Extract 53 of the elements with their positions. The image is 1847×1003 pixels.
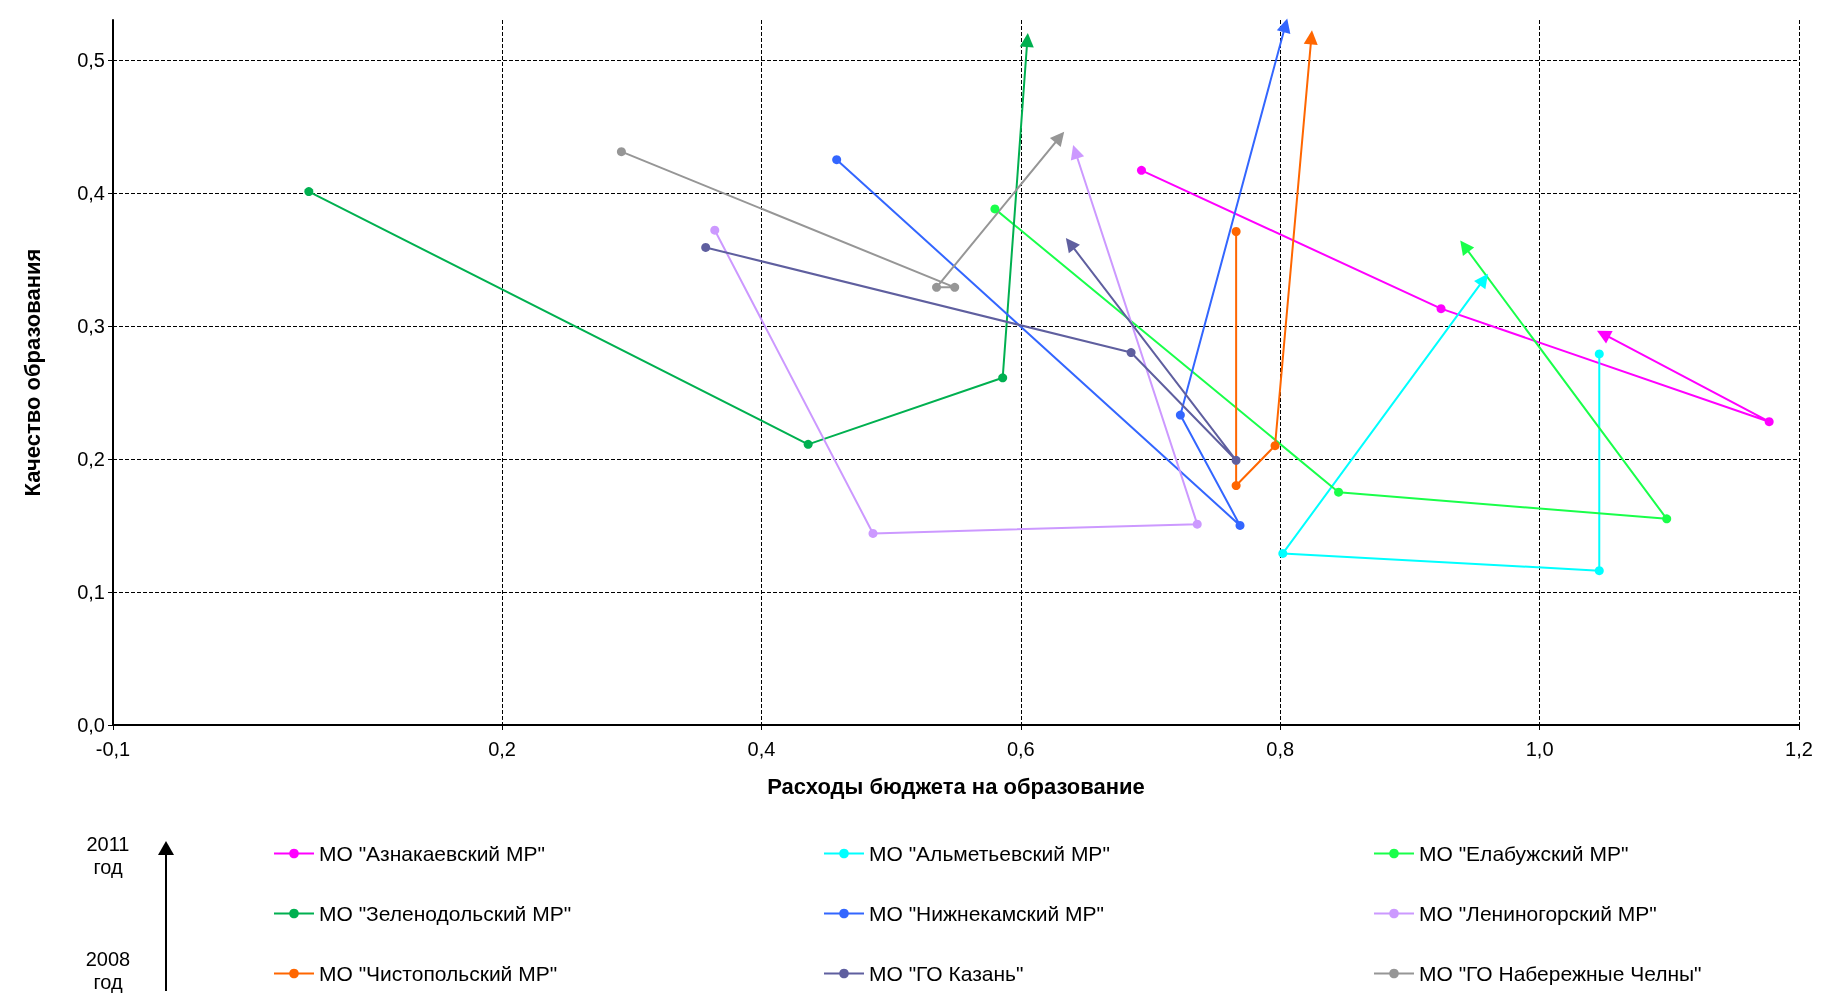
point — [1270, 441, 1280, 451]
point — [868, 528, 878, 538]
legend-label: МО "Зеленодольский МР" — [319, 902, 572, 925]
point — [1662, 514, 1672, 524]
text: 2008 год — [84, 948, 132, 994]
point — [1235, 520, 1245, 530]
y-tick-label: 0,4 — [77, 181, 105, 204]
legend-label: МО "Лениногорский МР" — [1419, 902, 1657, 925]
x-tick-label: 0,2 — [488, 738, 516, 760]
point — [932, 282, 942, 292]
x-tick-label: -0,1 — [95, 738, 131, 760]
y-tick-label: 0,2 — [77, 447, 105, 470]
point — [1175, 410, 1185, 420]
point — [1764, 417, 1774, 427]
point — [304, 187, 314, 197]
x-tick-label: 1,0 — [1525, 738, 1554, 760]
point — [998, 373, 1008, 383]
legend-label: МО "Азнакаевский МР" — [319, 842, 545, 865]
point — [832, 155, 842, 165]
x-tick-label: 0,6 — [1006, 738, 1035, 760]
point — [701, 242, 711, 252]
point — [1594, 349, 1604, 359]
point — [1436, 304, 1446, 314]
point — [950, 282, 960, 292]
point — [1136, 165, 1146, 175]
point — [1334, 487, 1344, 497]
point — [616, 147, 626, 157]
point — [1231, 455, 1241, 465]
y-tick-label: 0,1 — [77, 580, 105, 603]
point — [710, 225, 720, 235]
point — [1231, 481, 1241, 491]
point — [1278, 548, 1288, 558]
y-tick-label: 0,0 — [77, 714, 105, 736]
y-tick-label: 0,3 — [77, 314, 105, 337]
x-tick-label: 0,4 — [747, 738, 776, 760]
legend-label: МО "Елабужский МР" — [1419, 842, 1629, 865]
legend-label: МО "ГО Казань" — [869, 962, 1024, 985]
y-axis-title: Качество образования — [19, 248, 45, 497]
point — [1192, 519, 1202, 529]
y-tick-label: 0,5 — [77, 48, 105, 71]
legend-label: МО "Альметьевский МР" — [869, 842, 1110, 865]
point — [1126, 348, 1136, 358]
point — [1231, 227, 1241, 236]
point — [1594, 566, 1604, 576]
legend-label: МО "Нижнекамский МР" — [869, 902, 1105, 925]
point — [803, 439, 813, 449]
x-tick-label: 0,8 — [1266, 738, 1295, 760]
x-axis-title: Расходы бюджета на образование — [767, 773, 1145, 799]
legend-label: МО "ГО Набережные Челны" — [1419, 962, 1702, 985]
text: 2011 год — [85, 833, 131, 879]
point — [990, 204, 1000, 214]
x-tick-label: 1,2 — [1785, 738, 1813, 760]
legend-label: МО "Чистопольский МР" — [319, 962, 558, 985]
